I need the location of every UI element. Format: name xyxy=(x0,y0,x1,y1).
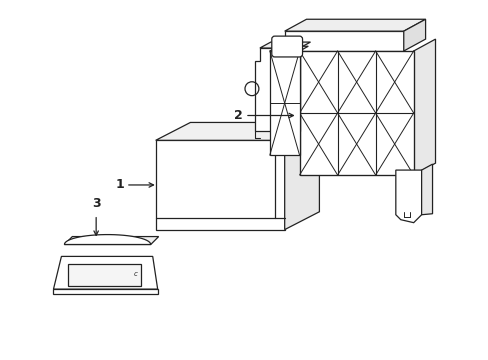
Polygon shape xyxy=(403,19,425,51)
Polygon shape xyxy=(53,289,157,294)
Text: 2: 2 xyxy=(234,109,243,122)
Polygon shape xyxy=(68,264,141,286)
Polygon shape xyxy=(155,122,319,140)
Polygon shape xyxy=(155,140,284,230)
Polygon shape xyxy=(284,122,319,230)
Polygon shape xyxy=(269,46,307,51)
Text: 3: 3 xyxy=(92,197,100,210)
Polygon shape xyxy=(284,31,403,51)
Polygon shape xyxy=(299,51,413,175)
Polygon shape xyxy=(64,237,158,244)
FancyBboxPatch shape xyxy=(271,36,302,57)
Polygon shape xyxy=(254,48,299,131)
Polygon shape xyxy=(64,235,150,244)
Polygon shape xyxy=(284,19,425,31)
Polygon shape xyxy=(413,39,435,175)
Polygon shape xyxy=(53,256,157,289)
Text: 1: 1 xyxy=(115,179,123,192)
Text: c: c xyxy=(134,271,138,277)
Polygon shape xyxy=(421,164,432,215)
Polygon shape xyxy=(269,51,299,155)
Polygon shape xyxy=(259,42,310,48)
Polygon shape xyxy=(395,170,421,223)
